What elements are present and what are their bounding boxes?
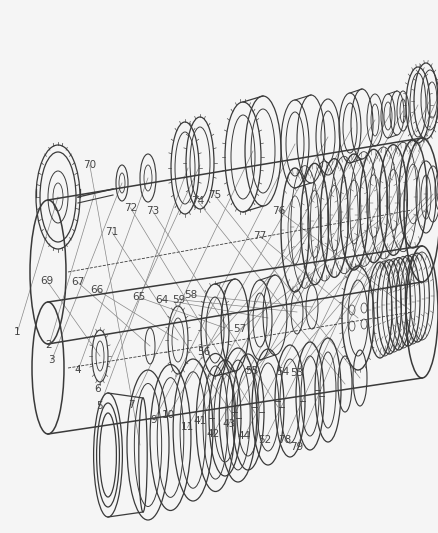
Text: 7: 7 [128,400,135,410]
Text: 5: 5 [96,401,103,411]
Text: 44: 44 [238,431,251,441]
Text: 64: 64 [155,295,169,304]
Text: 2: 2 [46,341,53,350]
Text: 58: 58 [184,290,198,300]
Text: 56: 56 [197,347,210,357]
Text: 1: 1 [14,327,21,336]
Text: 73: 73 [146,206,159,215]
Text: 53: 53 [290,368,304,378]
Text: 67: 67 [71,278,85,287]
Text: 42: 42 [206,430,219,439]
Text: 77: 77 [253,231,266,240]
Text: 4: 4 [74,366,81,375]
Text: 65: 65 [133,293,146,302]
Text: 43: 43 [222,419,235,429]
Text: 76: 76 [272,206,285,215]
Text: 9: 9 [151,415,158,425]
Text: 72: 72 [124,203,137,213]
Text: 41: 41 [193,416,206,426]
Text: 57: 57 [233,325,247,334]
Text: 11: 11 [181,423,194,432]
Text: 69: 69 [41,277,54,286]
Text: 52: 52 [258,435,272,445]
Text: 75: 75 [208,190,221,200]
Text: 71: 71 [106,228,119,237]
Text: 54: 54 [276,367,289,377]
Text: 78: 78 [278,435,291,445]
Text: 79: 79 [290,442,304,451]
Text: 70: 70 [83,160,96,170]
Text: 10: 10 [162,410,175,419]
Text: 66: 66 [91,285,104,295]
Text: 59: 59 [172,295,185,304]
Text: 55: 55 [245,366,258,376]
Text: 6: 6 [94,384,101,394]
Text: 3: 3 [48,356,55,365]
Text: 74: 74 [191,197,205,206]
